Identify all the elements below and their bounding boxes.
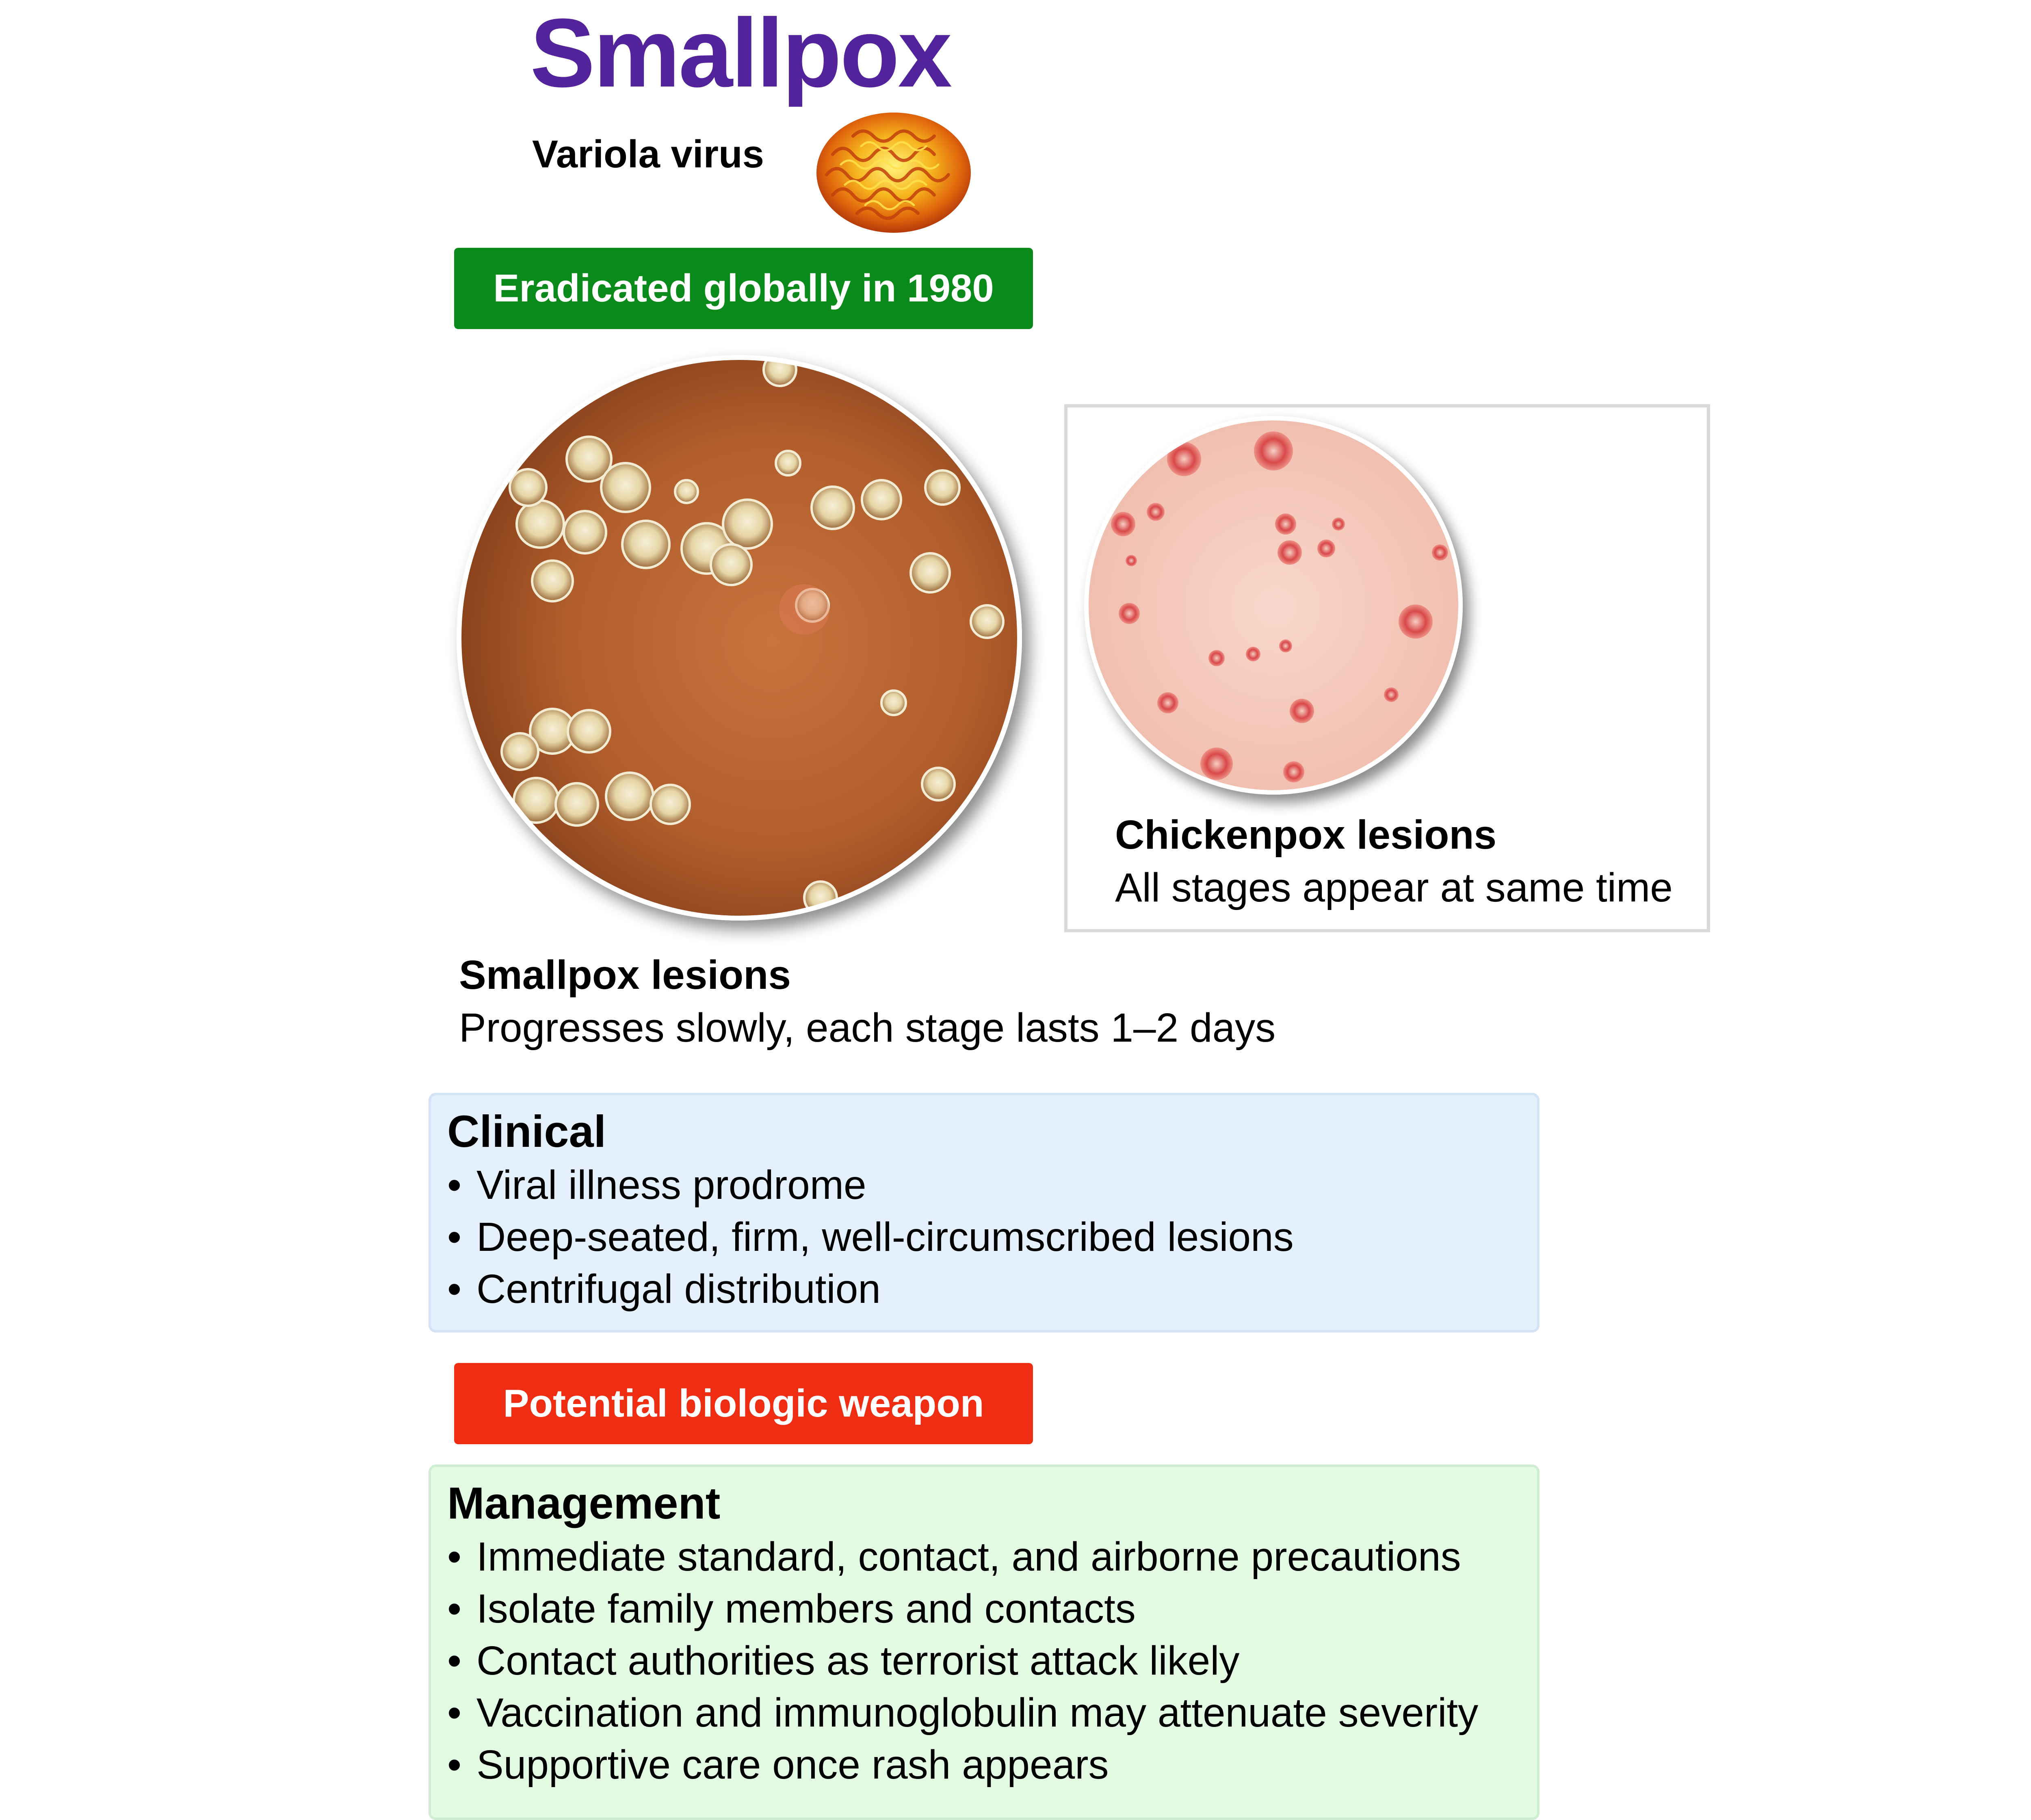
clinical-box: Clinical • Viral illness prodrome • Deep-s… [429,1093,1539,1332]
variola-virus-icon [816,113,971,233]
list-item-text: Contact authorities as terrorist attack … [476,1638,1240,1684]
list-item: • Deep-seated, firm, well-circumscribed l… [447,1211,1521,1263]
clinical-list: • Viral illness prodrome • Deep-seated, fi… [447,1159,1521,1315]
list-item: • Immediate standard, contact, and airbor… [447,1531,1521,1583]
list-item: • Isolate family members and contacts [447,1583,1521,1635]
chickenpox-caption-text: All stages appear at same time [1115,865,1673,910]
list-item: • Contact authorities as terrorist attack… [447,1635,1521,1687]
chickenpox-panel-frame [1064,404,1710,932]
list-item: • Supportive care once rash appears [447,1739,1521,1791]
bullet-icon: • [447,1586,462,1632]
chickenpox-lesions-photo [1084,416,1463,795]
page-title: Smallpox [530,0,952,107]
list-item: • Centrifugal distribution [447,1263,1521,1315]
bullet-icon: • [447,1162,462,1208]
list-item-text: Centrifugal distribution [476,1266,881,1312]
list-item-text: Vaccination and immunoglobulin may atten… [476,1690,1479,1736]
bullet-icon: • [447,1266,462,1312]
smallpox-caption-title: Smallpox lesions [459,952,791,998]
management-box: Management • Immediate standard, contact,… [429,1465,1539,1820]
eradicated-banner: Eradicated globally in 1980 [454,248,1033,329]
bullet-icon: • [447,1690,462,1736]
list-item-text: Immediate standard, contact, and airborn… [476,1534,1461,1580]
biologic-weapon-banner: Potential biologic weapon [454,1363,1033,1444]
chickenpox-caption-title: Chickenpox lesions [1115,812,1497,858]
bullet-icon: • [447,1214,462,1260]
page-subtitle: Variola virus [532,132,764,176]
list-item-text: Viral illness prodrome [476,1162,866,1208]
list-item: • Vaccination and immunoglobulin may atte… [447,1687,1521,1739]
bullet-icon: • [447,1638,462,1684]
list-item: • Viral illness prodrome [447,1159,1521,1211]
bullet-icon: • [447,1534,462,1580]
list-item-text: Supportive care once rash appears [476,1742,1109,1788]
smallpox-caption-text: Progresses slowly, each stage lasts 1–2 … [459,1005,1276,1051]
bullet-icon: • [447,1742,462,1788]
management-list: • Immediate standard, contact, and airbor… [447,1531,1521,1791]
smallpox-lesions-photo [457,355,1022,921]
list-item-text: Isolate family members and contacts [476,1586,1136,1632]
clinical-heading: Clinical [447,1107,606,1157]
list-item-text: Deep-seated, firm, well-circumscribed le… [476,1214,1294,1260]
management-heading: Management [447,1478,721,1528]
